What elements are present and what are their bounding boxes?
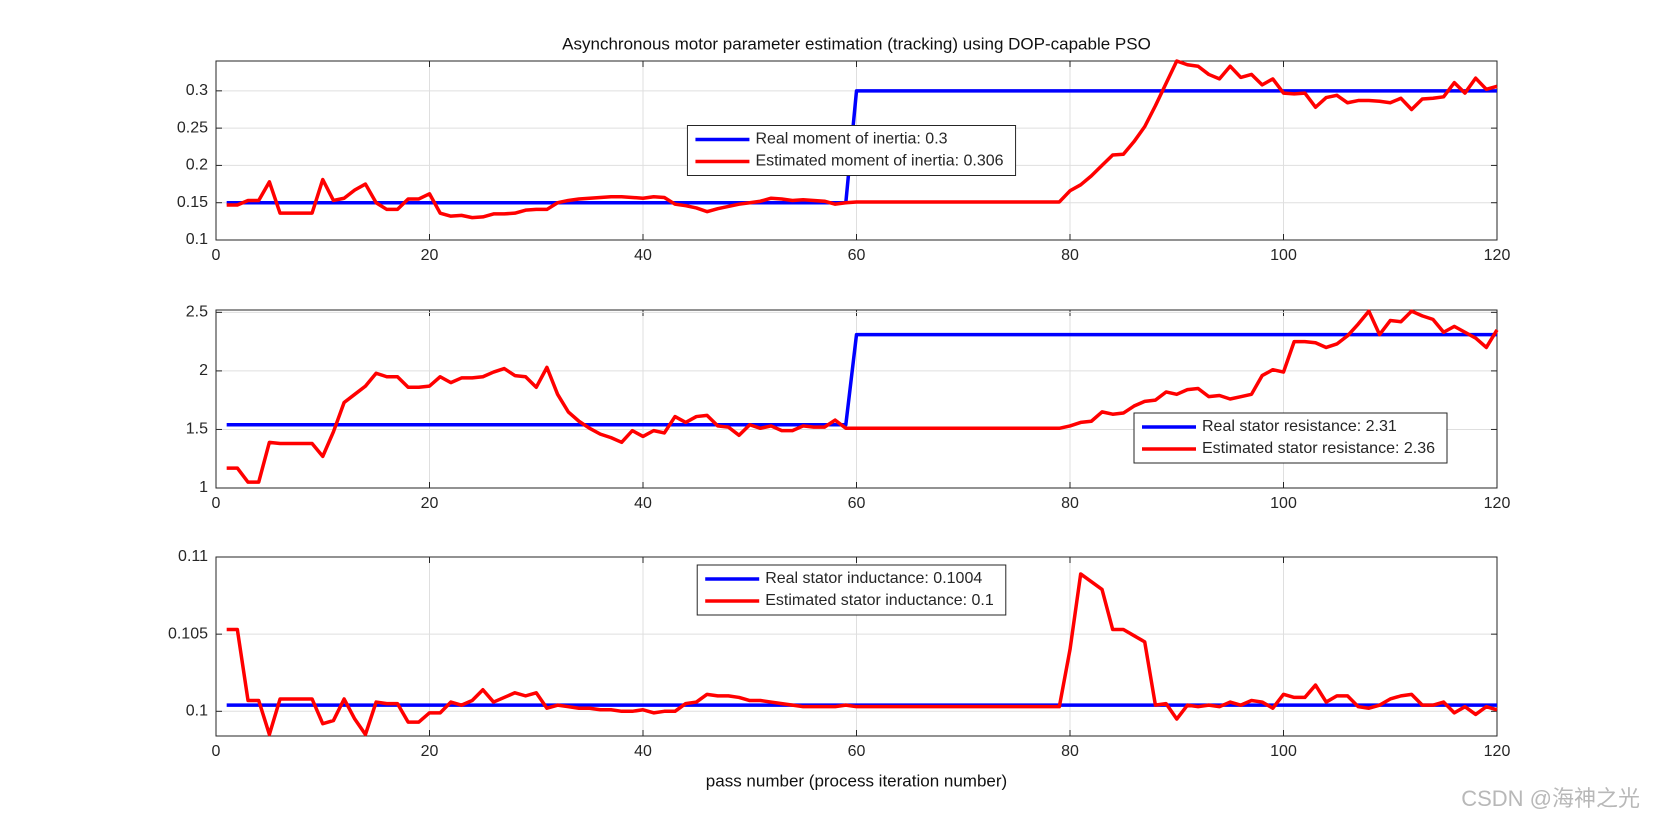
x-tick-label: 100 <box>1270 743 1297 760</box>
data-line <box>226 59 1498 220</box>
x-tick-label: 120 <box>1484 495 1511 512</box>
legend-label: Estimated moment of inertia: 0.306 <box>755 153 1003 170</box>
x-tick-label: 100 <box>1270 495 1297 512</box>
x-tick-label: 20 <box>421 247 439 264</box>
watermark: CSDN @海神之光 <box>1461 786 1640 811</box>
x-tick-label: 20 <box>421 495 439 512</box>
y-tick-label: 0.1 <box>186 703 208 720</box>
x-tick-label: 120 <box>1484 247 1511 264</box>
y-tick-label: 0.105 <box>168 625 208 642</box>
y-tick-label: 1 <box>199 479 208 496</box>
x-tick-label: 0 <box>212 495 221 512</box>
legend-label: Real moment of inertia: 0.3 <box>755 131 947 148</box>
x-tick-label: 0 <box>212 743 221 760</box>
y-tick-label: 0.1 <box>186 231 208 248</box>
x-tick-label: 0 <box>212 247 221 264</box>
x-tick-label: 100 <box>1270 247 1297 264</box>
y-tick-label: 0.15 <box>177 194 208 211</box>
y-tick-label: 1.5 <box>186 421 208 438</box>
legend: Real stator resistance: 2.31 Estimated st… <box>1133 412 1448 464</box>
legend-box <box>1133 412 1448 464</box>
data-line <box>226 572 1498 737</box>
axes-box <box>215 556 1498 737</box>
y-tick-label: 2 <box>199 362 208 379</box>
legend-label: Real stator resistance: 2.31 <box>1202 418 1397 435</box>
chart-title: Asynchronous motor parameter estimation … <box>562 34 1151 53</box>
y-tick-label: 0.11 <box>178 548 208 565</box>
x-tick-label: 60 <box>848 247 866 264</box>
axes-box <box>215 309 1498 489</box>
x-tick-label: 60 <box>848 495 866 512</box>
data-line <box>226 332 1497 427</box>
x-tick-label: 80 <box>1061 247 1079 264</box>
legend: Real stator inductance: 0.1004 Estimated … <box>696 564 1007 616</box>
x-tick-label: 20 <box>421 743 439 760</box>
legend-label: Estimated stator inductance: 0.1 <box>765 592 994 609</box>
legend: Real moment of inertia: 0.3 Estimated mom… <box>686 125 1017 176</box>
legend-label: Real stator inductance: 0.1004 <box>765 570 982 587</box>
legend-box <box>686 125 1017 176</box>
legend-box <box>696 564 1007 616</box>
axes-box <box>215 60 1498 241</box>
y-tick-label: 0.3 <box>186 82 208 99</box>
x-tick-label: 120 <box>1484 743 1511 760</box>
x-tick-label: 40 <box>634 247 652 264</box>
y-tick-label: 0.2 <box>186 157 208 174</box>
x-tick-label: 40 <box>634 495 652 512</box>
legend-label: Estimated stator resistance: 2.36 <box>1202 440 1435 457</box>
x-axis-label: pass number (process iteration number) <box>706 771 1007 790</box>
y-tick-label: 0.25 <box>177 119 208 136</box>
x-tick-label: 60 <box>848 743 866 760</box>
x-tick-label: 80 <box>1061 495 1079 512</box>
x-tick-label: 40 <box>634 743 652 760</box>
x-tick-label: 80 <box>1061 743 1079 760</box>
data-line <box>226 309 1499 484</box>
y-tick-label: 2.5 <box>186 304 208 321</box>
